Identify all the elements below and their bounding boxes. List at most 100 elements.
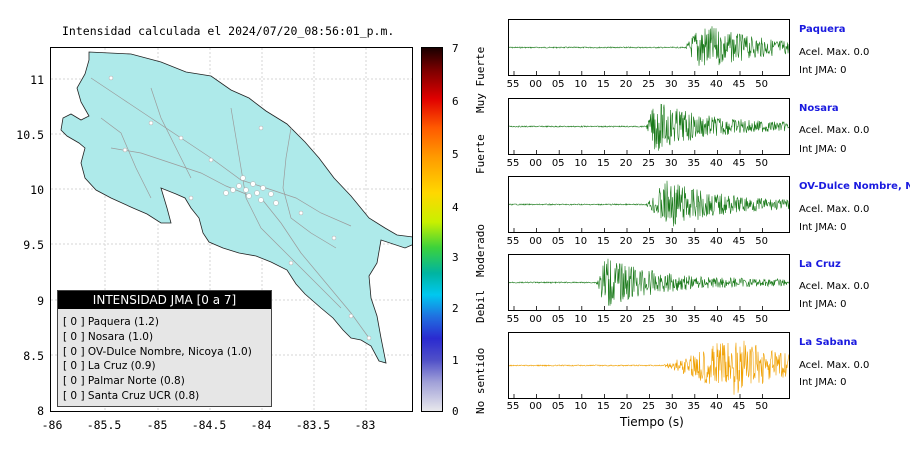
time-tick-label: 45: [732, 79, 746, 90]
time-tick-label: 10: [574, 79, 588, 90]
lat-tick: 10.5: [16, 128, 44, 142]
time-tick-label: 35: [687, 158, 701, 169]
time-tick-label: 00: [529, 158, 542, 169]
time-tick-label: 35: [687, 79, 701, 90]
time-tick-label: 25: [642, 401, 655, 412]
intensity-legend: INTENSIDAD JMA [0 a 7] [ 0 ] Paquera (1.…: [57, 290, 272, 407]
station-jma: Int JMA: 0: [799, 222, 847, 233]
time-tick-label: 25: [642, 158, 655, 169]
time-tick-label: 55: [506, 401, 520, 412]
time-tick-label: 50: [755, 79, 768, 90]
time-tick-label: 50: [755, 158, 768, 169]
time-axis-label: Tiempo (s): [620, 415, 684, 429]
station-accel: Acel. Max. 0.0: [799, 125, 870, 136]
waveform-line: [509, 258, 789, 306]
colorbar-class-label: Fuerte: [474, 134, 487, 174]
time-tick-label: 55: [506, 314, 520, 325]
legend-item-label: Santa Cruz UCR (0.8): [87, 390, 200, 402]
time-tick-label: 45: [732, 236, 746, 247]
legend-title: INTENSIDAD JMA [0 a 7]: [58, 291, 271, 309]
time-tick-label: 00: [529, 79, 542, 90]
legend-item-value: [ 0 ]: [63, 316, 85, 328]
colorbar-class-label: Debil: [474, 289, 487, 323]
time-tick-label: 05: [551, 158, 565, 169]
colorbar-number: 0: [452, 405, 459, 418]
map-title: Intensidad calculada el 2024/07/20_08:56…: [62, 24, 395, 38]
legend-item: [ 0 ] Palmar Norte (0.8): [63, 375, 185, 387]
station-accel: Acel. Max. 0.0: [799, 281, 870, 292]
colorbar-number: 3: [452, 251, 459, 264]
lon-tick: -84.5: [191, 418, 227, 432]
time-tick-label: 35: [687, 401, 701, 412]
waveform-trace: [509, 103, 789, 154]
legend-item-value: [ 0 ]: [63, 375, 85, 387]
time-tick-label: 40: [710, 79, 723, 90]
time-tick-label: 30: [664, 79, 678, 90]
waveform-line: [509, 340, 789, 395]
colorbar-class-label: Moderado: [474, 224, 487, 277]
waveform-trace: [509, 180, 789, 232]
intensity-colorbar: [421, 47, 443, 412]
time-tick-label: 10: [574, 401, 588, 412]
waveform-line: [509, 26, 789, 66]
waveform-panel[interactable]: [508, 176, 790, 233]
lat-tick: 8: [37, 404, 44, 418]
colorbar-number: 4: [452, 201, 459, 214]
lon-tick: -84: [250, 418, 272, 432]
station-jma: Int JMA: 0: [799, 65, 847, 76]
lat-tick: 9.5: [23, 238, 44, 252]
waveform-panel[interactable]: [508, 19, 790, 76]
legend-item-value: [ 0 ]: [63, 346, 85, 358]
waveform-trace: [509, 340, 789, 398]
time-tick-label: 15: [597, 79, 610, 90]
time-tick-label: 50: [755, 401, 768, 412]
time-tick-label: 00: [529, 314, 542, 325]
time-tick-label: 45: [732, 401, 746, 412]
waveform-panel[interactable]: [508, 332, 790, 399]
legend-item: [ 0 ] Paquera (1.2): [63, 316, 159, 328]
legend-item: [ 0 ] Santa Cruz UCR (0.8): [63, 390, 199, 402]
time-tick-label: 55: [506, 79, 520, 90]
station-accel: Acel. Max. 0.0: [799, 360, 870, 371]
lat-tick: 10: [30, 183, 44, 197]
waveform-trace: [509, 258, 789, 310]
waveform-trace: [509, 26, 789, 75]
station-jma: Int JMA: 0: [799, 377, 847, 388]
legend-item-label: Paquera (1.2): [87, 316, 159, 328]
station-name: La Cruz: [799, 259, 841, 270]
legend-item-label: Palmar Norte (0.8): [87, 375, 185, 387]
time-tick-label: 20: [619, 314, 633, 325]
colorbar-number: 1: [452, 354, 459, 367]
lat-tick: 11: [30, 73, 44, 87]
lon-tick: -85: [146, 418, 168, 432]
colorbar-class-label: No sentido: [474, 347, 487, 414]
time-tick-label: 20: [619, 236, 633, 247]
time-tick-label: 55: [506, 236, 520, 247]
colorbar-number: 5: [452, 148, 459, 161]
lon-tick: -83: [354, 418, 376, 432]
time-tick-label: 10: [574, 236, 588, 247]
time-tick-label: 30: [664, 314, 678, 325]
waveform-panel[interactable]: [508, 98, 790, 155]
time-tick-label: 25: [642, 79, 655, 90]
station-name: Nosara: [799, 103, 839, 114]
colorbar-class-label: Muy Fuerte: [474, 46, 487, 113]
lat-tick: 8.5: [23, 349, 44, 363]
time-tick-label: 45: [732, 314, 746, 325]
time-tick-label: 05: [551, 314, 565, 325]
lon-tick: -86: [41, 418, 63, 432]
time-tick-label: 25: [642, 236, 655, 247]
time-tick-label: 05: [551, 401, 565, 412]
time-tick-label: 20: [619, 158, 633, 169]
station-accel: Acel. Max. 0.0: [799, 204, 870, 215]
station-name: OV-Dulce Nombre, Nicoya: [799, 181, 910, 192]
waveform-panel[interactable]: [508, 254, 790, 311]
time-tick-label: 40: [710, 236, 723, 247]
time-tick-label: 15: [597, 158, 610, 169]
time-tick-label: 45: [732, 158, 746, 169]
colorbar-number: 7: [452, 42, 459, 55]
waveform-line: [509, 103, 789, 151]
station-name: La Sabana: [799, 337, 858, 348]
time-tick-label: 40: [710, 314, 723, 325]
lon-tick: -83.5: [295, 418, 331, 432]
